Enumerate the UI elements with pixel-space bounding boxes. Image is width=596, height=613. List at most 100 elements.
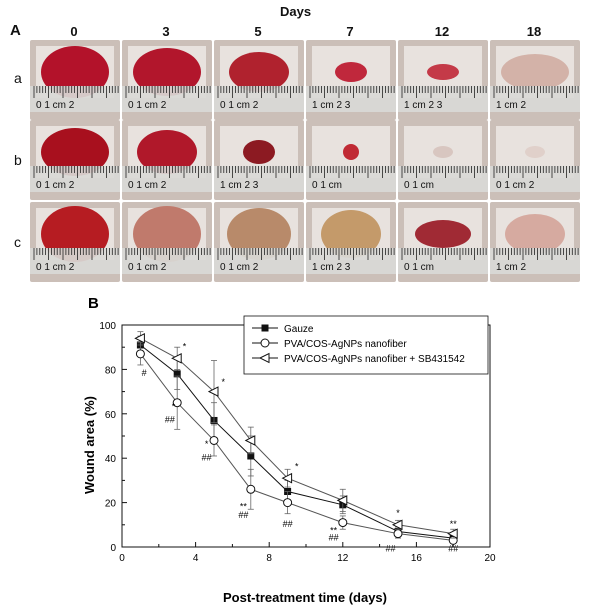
chart-legend: Gauze PVA/COS-AgNPs nanofiber PVA/COS-AgNP…: [243, 315, 489, 375]
wound-photo-b-day-0: 0 1 cm 2: [30, 120, 120, 200]
y-tick-label: 40: [105, 454, 117, 465]
ruler-scale-label: 0 1 cm 2: [36, 100, 75, 111]
series-line: [140, 337, 454, 535]
wound-photo-b-day-7: 0 1 cm: [306, 120, 396, 200]
x-tick-label: 4: [193, 553, 199, 564]
marker-circle: [246, 484, 256, 494]
series-2: [135, 342, 458, 545]
ruler-scale-label: 0 1 cm 2: [128, 100, 167, 111]
significance-marker: *: [295, 461, 299, 471]
significance-marker: *: [205, 439, 209, 449]
y-tick-label: 80: [105, 365, 117, 376]
marker-square: [173, 370, 181, 378]
marker-triangle: [336, 495, 348, 506]
row-label-c: c: [14, 234, 21, 250]
ruler-scale-label: 0 1 cm: [404, 262, 434, 273]
y-axis-label: Wound area (%): [82, 396, 97, 494]
significance-marker: **: [450, 519, 458, 529]
marker-square: [247, 452, 255, 460]
marker-circle: [260, 338, 270, 348]
wound-photo-a-day-3: 0 1 cm 2: [122, 40, 212, 120]
marker-square: [261, 324, 269, 332]
marker-circle: [135, 349, 145, 359]
significance-marker: ##: [238, 510, 248, 520]
significance-marker: ##: [202, 452, 212, 462]
ruler-scale-label: 0 1 cm 2: [128, 262, 167, 273]
ruler-scale-label: 0 1 cm 2: [36, 262, 75, 273]
ruler-scale-label: 0 1 cm: [404, 180, 434, 191]
days-header: Days: [280, 4, 312, 19]
wound-photo-b-day-3: 0 1 cm 2: [122, 120, 212, 200]
legend-entry: Gauze: [284, 324, 314, 335]
wound-photo-a-day-0: 0 1 cm 2: [30, 40, 120, 120]
marker-circle: [209, 435, 219, 445]
panel-a-label: A: [10, 22, 21, 39]
ruler-scale-label: 0 1 cm: [312, 180, 342, 191]
chart-annotations: #**##**##**##*##**##*##**##: [142, 341, 459, 553]
day-header-18: 18: [526, 24, 542, 39]
marker-circle: [172, 398, 182, 408]
x-tick-label: 0: [119, 553, 125, 564]
chart-series: [134, 331, 458, 545]
wound-photo-c-day-5: 0 1 cm 2: [214, 202, 304, 282]
ruler-scale-label: 1 cm 2 3: [312, 262, 351, 273]
marker-triangle: [244, 435, 256, 446]
marker-circle: [283, 498, 293, 508]
wound-photo-b-day-12: 0 1 cm: [398, 120, 488, 200]
wound-photo-b-day-5: 1 cm 2 3: [214, 120, 304, 200]
y-tick-label: 0: [110, 543, 116, 554]
day-header-0: 0: [70, 24, 78, 39]
marker-triangle: [207, 386, 219, 397]
marker-triangle: [134, 333, 145, 344]
marker-triangle: [447, 528, 458, 539]
chart-axes: 0 4 8 12 16 20 0 20 40 60 80 100: [99, 321, 496, 564]
marker-circle: [393, 529, 403, 539]
wound-photo-a-day-18: 1 cm 2: [490, 40, 580, 120]
significance-marker: ##: [386, 543, 396, 553]
panel-b-label: B: [88, 295, 99, 312]
ruler-scale-label: 1 cm 2 3: [404, 100, 443, 111]
row-label-a: a: [14, 70, 22, 86]
ruler-scale-label: 1 cm 2: [496, 100, 526, 111]
legend-box: [243, 315, 489, 375]
wound-photo-c-day-3: 0 1 cm 2: [122, 202, 212, 282]
ruler-scale-label: 0 1 cm 2: [220, 262, 259, 273]
x-axis-label: Post-treatment time (days): [223, 590, 387, 605]
day-header-12: 12: [434, 24, 450, 39]
day-header-7: 7: [346, 24, 354, 39]
wound-photo-b-day-18: 0 1 cm 2: [490, 120, 580, 200]
wound-photo-c-day-7: 1 cm 2 3: [306, 202, 396, 282]
y-tick-label: 100: [99, 321, 116, 332]
series-line: [140, 353, 454, 541]
significance-marker: **: [330, 526, 338, 536]
significance-marker: ##: [329, 532, 339, 542]
x-tick-label: 12: [337, 553, 349, 564]
day-header-3: 3: [162, 24, 170, 39]
wound-photo-a-day-7: 1 cm 2 3: [306, 40, 396, 120]
legend-entry: PVA/COS-AgNPs nanofiber + SB431542: [284, 354, 465, 365]
y-tick-label: 20: [105, 499, 117, 510]
row-label-b: b: [14, 152, 22, 168]
series-3: [134, 331, 458, 539]
significance-marker: *: [172, 401, 176, 411]
marker-circle: [338, 518, 348, 528]
ruler-scale-label: 0 1 cm 2: [496, 180, 535, 191]
significance-marker: ##: [448, 543, 458, 553]
ruler-scale-label: 1 cm 2 3: [312, 100, 351, 111]
significance-marker: ##: [283, 519, 293, 529]
wound-photo-c-day-0: 0 1 cm 2: [30, 202, 120, 282]
panel-a: A Days 0 3 5 7 12 18 a b c 0 1 cm 2 0 1 c…: [0, 0, 596, 290]
y-tick-label: 60: [105, 410, 117, 421]
ruler-scale-label: 0 1 cm 2: [36, 180, 75, 191]
marker-triangle: [391, 519, 403, 531]
significance-marker: ##: [165, 415, 175, 425]
wound-photo-c-day-12: 0 1 cm: [398, 202, 488, 282]
marker-triangle: [281, 472, 293, 484]
marker-triangle: [258, 352, 270, 364]
ruler-scale-label: 0 1 cm 2: [220, 100, 259, 111]
ruler-scale-label: 1 cm 2 3: [220, 180, 259, 191]
wound-photo-a-day-12: 1 cm 2 3: [398, 40, 488, 120]
wound-photo-c-day-18: 1 cm 2: [490, 202, 580, 282]
day-header-5: 5: [254, 24, 262, 39]
